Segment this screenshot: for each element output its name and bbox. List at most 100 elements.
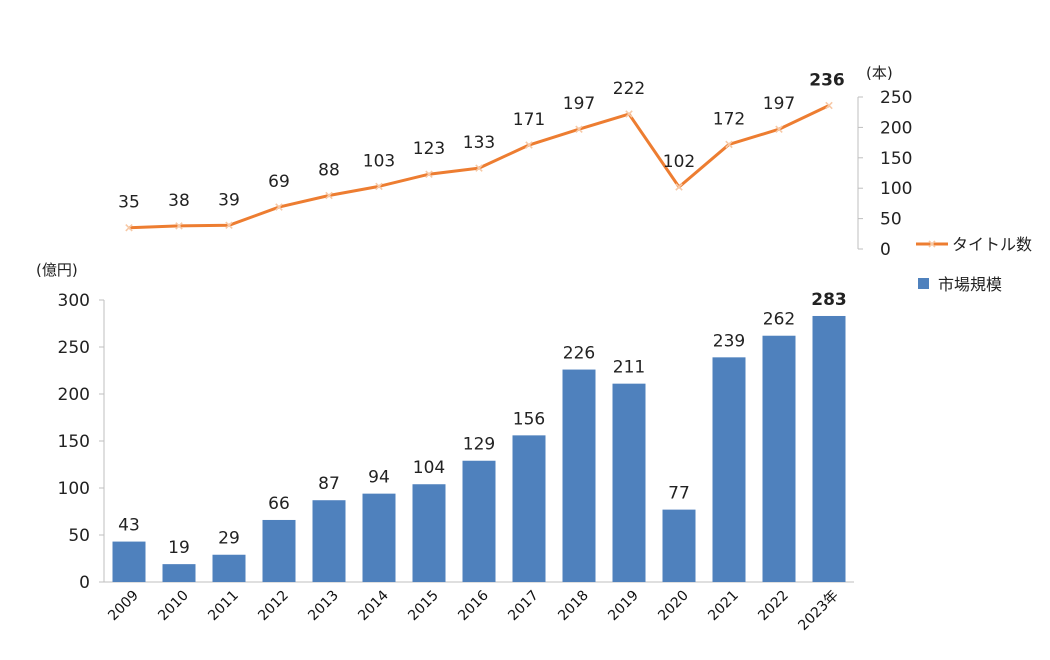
line-data-label: 39 xyxy=(218,190,240,210)
line-point xyxy=(325,191,333,200)
line-data-label: 171 xyxy=(513,110,545,130)
bar xyxy=(112,541,146,582)
bar-y-tick-label: 150 xyxy=(58,432,90,452)
bar xyxy=(212,554,246,582)
bar xyxy=(412,484,446,582)
line-data-label: 172 xyxy=(713,109,745,129)
line-point xyxy=(625,110,633,118)
line-data-label: 197 xyxy=(763,94,795,114)
line-data-labels: 35 38 39 69 88 103 123 133 171 197 222 102 172 197 236 xyxy=(118,71,845,213)
bar-data-labels: 43 19 29 66 87 94 104 129 156 226 211 77 239 262 283 xyxy=(118,290,847,558)
bar-data-label: 156 xyxy=(513,409,545,429)
bar xyxy=(512,435,546,582)
title-count-line-chart: (本) 0 50 100 150 200 250 35 38 39 69 88 103 123 133 1… xyxy=(118,64,912,260)
bar-y-tick-label: 250 xyxy=(58,338,90,358)
bar-data-label: 129 xyxy=(463,435,495,455)
line-point xyxy=(125,223,133,232)
bar xyxy=(812,315,846,582)
line-y-tick-label: 0 xyxy=(880,240,891,260)
legend-x-marker xyxy=(928,240,936,248)
bar-data-label: 66 xyxy=(268,494,290,514)
bar xyxy=(312,500,346,582)
line-y-tick-label: 150 xyxy=(880,149,912,169)
bar-data-label: 19 xyxy=(168,538,190,558)
legend-label-market-size: 市場規模 xyxy=(938,275,1002,294)
bar xyxy=(612,383,646,582)
bar-y-tick-label: 0 xyxy=(79,573,90,593)
x-axis-tick-labels: 2009 2010 2011 2012 2013 2014 2015 2016 2017 2018… xyxy=(105,587,842,633)
legend-label-title-count: タイトル数 xyxy=(952,235,1032,254)
x-tick-label: 2019 xyxy=(605,588,642,625)
bar xyxy=(262,519,296,582)
legend-entry-market-size: 市場規模 xyxy=(918,275,1002,294)
line-point xyxy=(375,182,383,191)
bar-y-tick-label: 50 xyxy=(68,526,90,546)
line-data-label: 222 xyxy=(613,79,645,99)
market-size-bar-chart: (億円) 0 50 100 150 200 250 300 43 19 29 66 87 94 104 1… xyxy=(36,261,854,634)
bar-y-tick-label: 300 xyxy=(58,291,90,311)
line-y-tick-label: 50 xyxy=(880,210,902,230)
line-data-label: 197 xyxy=(563,94,595,114)
x-tick-label: 2009 xyxy=(105,588,142,625)
bar-data-label: 226 xyxy=(563,344,595,364)
bar xyxy=(562,369,596,582)
line-data-label: 35 xyxy=(118,193,140,213)
bar-series-market-size xyxy=(112,315,846,582)
line-data-label: 123 xyxy=(413,139,445,159)
line-y-tick-label: 200 xyxy=(880,118,912,138)
line-y-unit-label: (本) xyxy=(866,64,893,82)
bar-data-label: 262 xyxy=(763,310,795,330)
line-point xyxy=(775,125,783,133)
line-data-label: 133 xyxy=(463,133,495,153)
line-data-label: 69 xyxy=(268,172,290,192)
line-point xyxy=(575,125,583,133)
bar-data-label: 29 xyxy=(218,529,240,549)
bar-data-label: 87 xyxy=(318,474,340,494)
bar-y-tick-label: 200 xyxy=(58,385,90,405)
bar-y-unit-label: (億円) xyxy=(36,261,78,279)
bar xyxy=(162,564,196,582)
line-data-label: 103 xyxy=(363,151,395,171)
x-tick-label: 2012 xyxy=(255,588,292,625)
x-tick-label: 2018 xyxy=(555,588,592,625)
line-data-label: 88 xyxy=(318,160,340,180)
legend-entry-title-count: タイトル数 xyxy=(916,235,1032,254)
x-tick-label: 2010 xyxy=(155,588,192,625)
line-data-label: 38 xyxy=(168,191,190,211)
x-tick-label: 2011 xyxy=(205,588,242,625)
legend-bar-swatch xyxy=(918,278,929,289)
bar xyxy=(762,335,796,582)
line-point xyxy=(825,101,833,110)
line-point xyxy=(275,203,283,211)
x-tick-label: 2015 xyxy=(405,588,442,625)
bar-data-label: 239 xyxy=(713,331,745,351)
line-data-label: 102 xyxy=(663,152,695,172)
x-tick-label: 2020 xyxy=(655,588,692,625)
line-point xyxy=(225,221,233,230)
line-point xyxy=(425,170,433,178)
bar-data-label: 104 xyxy=(413,458,445,478)
line-point xyxy=(475,164,483,172)
line-point xyxy=(725,140,733,149)
line-y-tick-label: 250 xyxy=(880,88,912,108)
line-point xyxy=(525,141,533,149)
x-tick-label: 2016 xyxy=(455,587,492,624)
bar xyxy=(662,509,696,582)
x-tick-label: 2013 xyxy=(305,588,342,625)
line-y-tick-label: 100 xyxy=(880,179,912,199)
legend: タイトル数 市場規模 xyxy=(916,235,1032,294)
line-series-title-count xyxy=(125,101,833,232)
x-tick-label: 2014 xyxy=(355,587,392,624)
bar-data-label: 211 xyxy=(613,358,645,378)
bar-data-label: 283 xyxy=(811,290,847,310)
bar-y-tick-label: 100 xyxy=(58,479,90,499)
bar xyxy=(362,493,396,582)
line-data-label: 236 xyxy=(809,71,845,91)
line-y-axis: 0 50 100 150 200 250 xyxy=(857,88,912,260)
x-tick-label: 2023年 xyxy=(795,588,841,634)
line-point xyxy=(175,222,183,230)
bar-data-label: 94 xyxy=(368,468,390,488)
bar-data-label: 43 xyxy=(118,516,140,536)
x-tick-label: 2022 xyxy=(755,588,792,625)
